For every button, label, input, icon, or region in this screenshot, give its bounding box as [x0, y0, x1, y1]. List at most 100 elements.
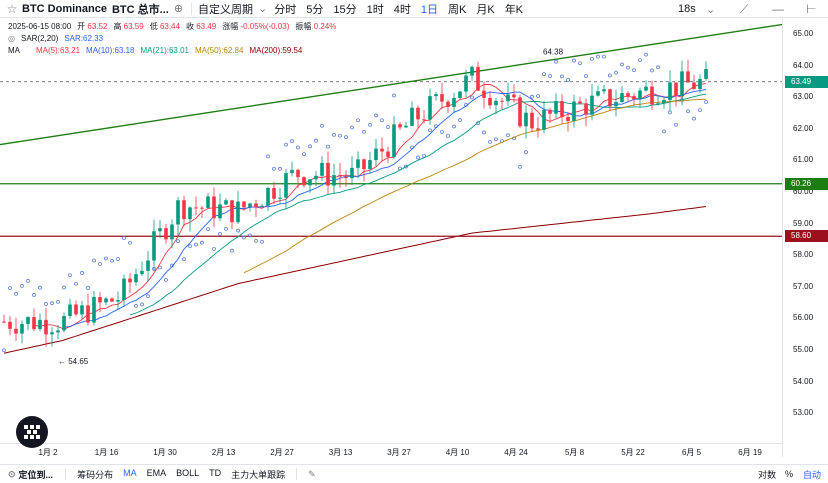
candle-body	[128, 278, 132, 283]
log-scale-button[interactable]: 对数	[758, 469, 777, 480]
candle-body	[356, 159, 360, 168]
candle-body	[620, 93, 624, 103]
indicator-tab[interactable]: 主力大单跟踪	[231, 469, 286, 480]
compare-icon[interactable]: ⊕	[173, 3, 184, 15]
candle-body	[8, 321, 12, 329]
chevron-down-icon[interactable]: ⌄	[706, 3, 716, 16]
horizontal-line-icon[interactable]: ⊢	[806, 2, 817, 16]
interval-tab[interactable]: 周K	[448, 3, 467, 16]
candle-body	[104, 298, 108, 303]
time-tick: 2月 27	[270, 448, 294, 457]
bottom-toolbar: ⊙ 定位到... 筹码分布 MA EMA BOLL TD 主力大单跟踪 ✎ 对数 % 自动	[0, 464, 828, 483]
sar-dot	[176, 239, 180, 244]
ma-name[interactable]: MA	[8, 46, 20, 55]
candle-body	[188, 207, 192, 220]
candle-body	[602, 89, 606, 92]
sar-dot	[440, 130, 444, 134]
indicator-tab[interactable]: TD	[209, 467, 222, 478]
sar-dot	[2, 348, 6, 353]
sar-dot	[638, 58, 642, 63]
candle-body	[542, 109, 546, 130]
interval-tab[interactable]: 5分	[306, 3, 324, 16]
price-tick: 60.00	[793, 187, 814, 196]
edit-icon[interactable]: ✎	[308, 468, 316, 479]
price-axis[interactable]: 65.00 64.00 63.00 62.00 61.00 60.00 59.00 58.00…	[782, 18, 828, 457]
locate-label: 定位到...	[18, 469, 54, 480]
candle-body	[200, 207, 204, 209]
minus-icon[interactable]: —	[772, 2, 784, 16]
sar-dot	[146, 294, 150, 299]
divider	[296, 468, 298, 480]
interval-tab[interactable]: 15分	[333, 3, 357, 16]
candle-body	[158, 228, 162, 232]
interval-tab[interactable]: 年K	[504, 3, 524, 16]
sar-dot	[542, 72, 546, 77]
sar-dot	[206, 227, 210, 232]
candle-body	[440, 94, 444, 102]
sar-dot	[332, 132, 336, 137]
chevron-down-icon[interactable]: ⌄	[258, 3, 268, 15]
sar-dot	[536, 94, 540, 99]
divider	[191, 2, 193, 15]
time-tick: 4月 10	[445, 448, 470, 457]
sar-dot	[386, 125, 390, 130]
price-tick: 53.00	[793, 408, 814, 418]
sar-name[interactable]: SAR(2,20)	[20, 34, 59, 43]
candle-body	[572, 101, 576, 122]
candle-body	[608, 89, 612, 107]
locate-button[interactable]: ⊙ 定位到...	[0, 468, 59, 481]
low-value: 63.44	[159, 22, 180, 31]
sar-dot	[470, 95, 474, 100]
candle-body	[44, 319, 48, 335]
candle-body	[92, 297, 96, 323]
time-tick: 1月 16	[94, 448, 119, 457]
interval-tab[interactable]: 月K	[476, 3, 495, 16]
interval-tab[interactable]: 分时	[274, 3, 297, 16]
candle-body	[482, 90, 486, 98]
price-tag: 63.49	[785, 75, 828, 88]
indicator-tab[interactable]: EMA	[146, 467, 167, 478]
sar-dot	[242, 235, 246, 240]
candle-body	[236, 201, 240, 223]
candle-body	[698, 78, 702, 90]
percent-scale-button[interactable]: %	[785, 469, 794, 479]
candle-body	[164, 228, 168, 240]
divider	[65, 468, 67, 480]
sar-dot	[416, 155, 420, 160]
indicator-tab[interactable]: BOLL	[176, 467, 200, 478]
sar-dot	[62, 285, 66, 290]
symbol-name[interactable]: BTC Dominance	[22, 2, 107, 15]
sar-dot	[704, 100, 708, 104]
interval-tab[interactable]: 4时	[393, 3, 411, 16]
candle-body	[278, 197, 282, 199]
indicator-tab[interactable]: MA	[123, 467, 137, 478]
price-marks: 64.38 ← 54.65	[58, 48, 564, 366]
star-icon[interactable]: ☆	[6, 1, 18, 16]
price-tick: 64.00	[793, 60, 814, 70]
eye-icon[interactable]: ◎	[8, 34, 15, 43]
candle-body	[194, 207, 198, 209]
candle-body	[182, 200, 186, 220]
time-axis[interactable]: 1月 2 1月 16 1月 30 2月 13 2月 27 3月 13 3月 27 4月 10 4…	[0, 443, 782, 457]
candle-body	[74, 304, 78, 315]
candle-body	[80, 305, 84, 315]
market-name[interactable]: BTC 总市...	[111, 3, 169, 16]
candle-body	[338, 175, 342, 177]
custom-interval-button[interactable]: 自定义周期	[198, 3, 254, 16]
sar-dot	[98, 262, 102, 266]
candle-body	[554, 101, 558, 114]
price-tick: 61.00	[793, 155, 814, 165]
ma-lines	[33, 83, 707, 330]
interval-tab[interactable]: 1时	[366, 3, 384, 16]
trend-line	[0, 23, 782, 146]
interval-tab[interactable]: 1日	[420, 3, 438, 16]
price-chart[interactable]: 64.38 ← 54.65	[0, 18, 782, 443]
candle-body	[632, 96, 636, 100]
auto-scale-button[interactable]: 自动	[803, 469, 822, 480]
indicator-tab[interactable]: 筹码分布	[77, 469, 114, 480]
price-tick: 59.00	[793, 218, 814, 228]
candle-body	[68, 304, 72, 317]
sar-dot	[698, 108, 702, 113]
trendline-tool-icon[interactable]: ⟋	[740, 1, 749, 16]
candle-body	[206, 196, 210, 208]
